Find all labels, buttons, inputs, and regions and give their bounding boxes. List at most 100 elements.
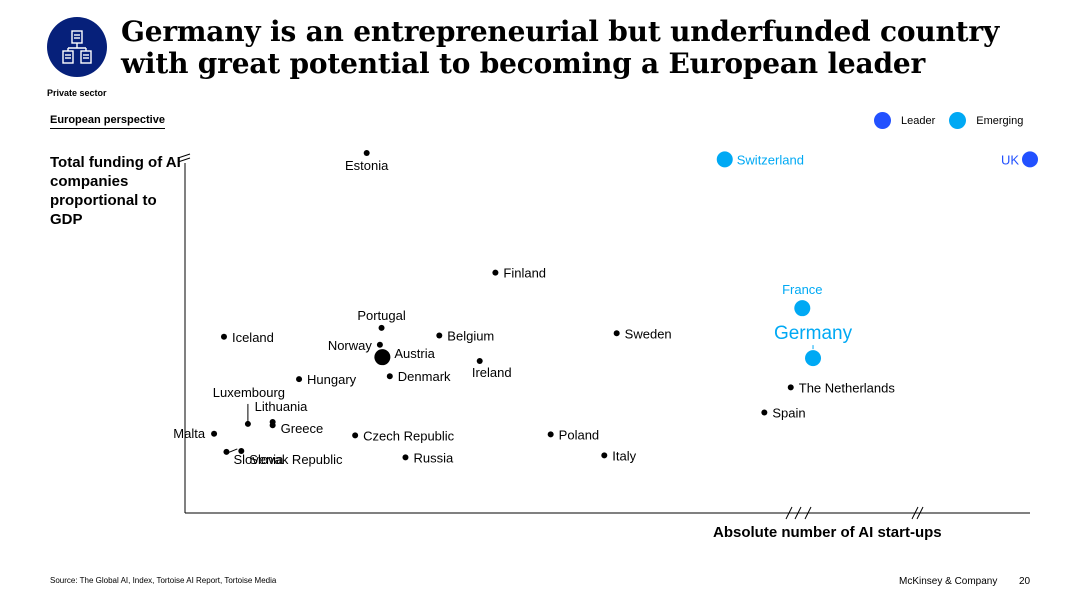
data-point-slovenia: Slovenia bbox=[223, 448, 284, 467]
point-label-belgium: Belgium bbox=[447, 329, 494, 344]
footer-source: Source: The Global AI, Index, Tortoise A… bbox=[50, 576, 277, 585]
legend-dot-leader bbox=[874, 112, 891, 129]
data-point-portugal: Portugal bbox=[357, 308, 406, 331]
point-marker-estonia bbox=[363, 150, 370, 156]
point-marker-belgium bbox=[436, 332, 443, 339]
point-label-malta: Malta bbox=[173, 426, 206, 441]
point-marker-iceland bbox=[220, 333, 227, 340]
point-label-portugal: Portugal bbox=[357, 308, 406, 323]
data-point-austria: Austria bbox=[374, 346, 436, 366]
point-marker-ireland bbox=[476, 357, 483, 364]
chart-legend: Leader Emerging bbox=[874, 112, 1037, 129]
point-marker-slovak-republic bbox=[238, 447, 245, 454]
point-marker-austria bbox=[374, 349, 391, 366]
data-point-sweden: Sweden bbox=[613, 326, 672, 341]
legend-label-leader: Leader bbox=[901, 114, 936, 127]
data-point-spain: Spain bbox=[761, 405, 806, 420]
point-marker-slovenia bbox=[223, 448, 230, 455]
x-axis-label: Absolute number of AI start-ups bbox=[713, 524, 942, 541]
data-point-germany: Germany bbox=[774, 323, 853, 367]
data-point-denmark: Denmark bbox=[386, 369, 451, 384]
point-label-italy: Italy bbox=[612, 448, 636, 463]
chart-axes bbox=[177, 153, 1030, 520]
point-marker-malta bbox=[211, 430, 218, 437]
point-marker-switzerland bbox=[716, 151, 733, 168]
data-point-greece: Greece bbox=[269, 421, 324, 436]
y-axis-break-mark bbox=[177, 153, 191, 159]
point-marker-hungary bbox=[296, 376, 303, 383]
data-point-belgium: Belgium bbox=[436, 329, 494, 344]
page-title: Germany is an entrepreneurial but underf… bbox=[121, 15, 1000, 80]
footer-brand: McKinsey & Company bbox=[899, 576, 998, 587]
point-label-germany: Germany bbox=[774, 323, 853, 344]
perspective-label: European perspective bbox=[50, 114, 165, 129]
data-point-hungary: Hungary bbox=[296, 372, 357, 387]
point-label-iceland: Iceland bbox=[232, 330, 274, 345]
point-marker-poland bbox=[547, 431, 554, 438]
point-marker-sweden bbox=[613, 330, 620, 337]
data-point-estonia: Estonia bbox=[345, 150, 389, 173]
point-marker-finland bbox=[492, 269, 499, 276]
point-label-luxembourg: Luxembourg bbox=[213, 385, 285, 400]
data-point-ireland: Ireland bbox=[472, 357, 512, 380]
point-label-austria: Austria bbox=[394, 346, 435, 361]
x-axis-break-mark bbox=[916, 506, 924, 520]
x-axis-break-mark bbox=[804, 506, 812, 520]
x-axis-break-mark bbox=[785, 506, 793, 520]
point-marker-denmark bbox=[386, 373, 393, 380]
data-point-slovak-republic: Slovak Republic bbox=[238, 447, 343, 467]
data-point-the-netherlands: The Netherlands bbox=[787, 380, 896, 395]
legend-item-leader: Leader bbox=[874, 112, 935, 129]
data-point-iceland: Iceland bbox=[220, 330, 274, 345]
point-marker-luxembourg bbox=[244, 420, 251, 427]
point-marker-the-netherlands bbox=[787, 384, 794, 391]
point-label-norway: Norway bbox=[328, 338, 373, 353]
y-axis-break-mark bbox=[177, 157, 191, 163]
point-marker-portugal bbox=[378, 324, 385, 331]
data-point-france: France bbox=[782, 282, 823, 317]
data-point-italy: Italy bbox=[601, 448, 637, 463]
page-number: 20 bbox=[1019, 576, 1031, 587]
data-point-switzerland: Switzerland bbox=[716, 151, 804, 168]
point-marker-greece bbox=[269, 422, 276, 429]
point-label-russia: Russia bbox=[413, 450, 454, 465]
point-label-finland: Finland bbox=[503, 266, 546, 281]
point-label-ireland: Ireland bbox=[472, 365, 512, 380]
point-label-slovak-republic: Slovak Republic bbox=[249, 452, 343, 467]
data-point-uk: UK bbox=[1001, 151, 1038, 168]
x-axis-break-mark bbox=[794, 506, 802, 520]
point-marker-uk bbox=[1022, 151, 1038, 168]
data-point-czech-republic: Czech Republic bbox=[352, 428, 455, 443]
point-label-uk: UK bbox=[1001, 152, 1019, 167]
point-label-estonia: Estonia bbox=[345, 158, 389, 173]
point-label-greece: Greece bbox=[281, 421, 324, 436]
point-label-denmark: Denmark bbox=[398, 369, 451, 384]
point-label-hungary: Hungary bbox=[307, 372, 357, 387]
point-label-slovenia: Slovenia bbox=[233, 452, 284, 467]
point-label-lithuania: Lithuania bbox=[255, 399, 309, 414]
point-marker-norway bbox=[376, 341, 383, 348]
x-axis-break-mark bbox=[911, 506, 919, 520]
legend-item-emerging: Emerging bbox=[949, 112, 1023, 129]
legend-label-emerging: Emerging bbox=[976, 114, 1024, 127]
point-marker-germany bbox=[805, 350, 822, 367]
point-label-the-netherlands: The Netherlands bbox=[799, 380, 896, 395]
data-point-finland: Finland bbox=[492, 266, 546, 281]
point-label-switzerland: Switzerland bbox=[737, 152, 804, 167]
label-leader-line bbox=[227, 448, 238, 454]
point-label-poland: Poland bbox=[559, 427, 599, 442]
org-chart-icon bbox=[47, 17, 107, 77]
data-point-malta: Malta bbox=[173, 426, 218, 441]
point-label-sweden: Sweden bbox=[625, 326, 672, 341]
point-label-czech-republic: Czech Republic bbox=[363, 428, 455, 443]
y-axis-label: Total funding of AI companies proportion… bbox=[50, 154, 181, 228]
data-point-russia: Russia bbox=[402, 450, 454, 465]
chart-points: Estonia Switzerland UK Finland France Iceland… bbox=[173, 150, 1038, 467]
section-label: Private sector bbox=[47, 88, 107, 98]
legend-dot-emerging bbox=[949, 112, 967, 129]
data-point-norway: Norway bbox=[328, 338, 383, 353]
point-marker-russia bbox=[402, 454, 409, 461]
data-point-luxembourg: Luxembourg bbox=[213, 385, 285, 427]
data-point-poland: Poland bbox=[547, 427, 599, 442]
